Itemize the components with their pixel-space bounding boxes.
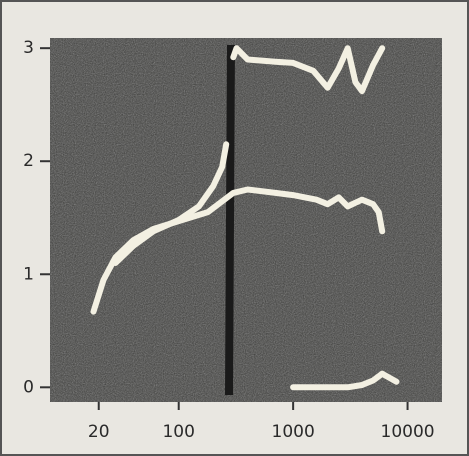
chart: 0 1 2 3 20 100 1000 10000 (0, 0, 469, 456)
dark-streak (229, 45, 231, 395)
y-tick-label: 2 (23, 151, 34, 171)
x-tick-label: 10000 (381, 422, 435, 442)
y-tick-label: 0 (23, 377, 34, 397)
plot-grain (50, 38, 442, 402)
y-tick-label: 3 (23, 38, 34, 58)
x-tick-label: 100 (162, 422, 194, 442)
x-tick-label: 20 (88, 422, 110, 442)
y-tick-label: 1 (23, 264, 34, 284)
page: 012320100100010000 (() => { const data =… (0, 0, 469, 456)
x-tick-label: 1000 (272, 422, 315, 442)
